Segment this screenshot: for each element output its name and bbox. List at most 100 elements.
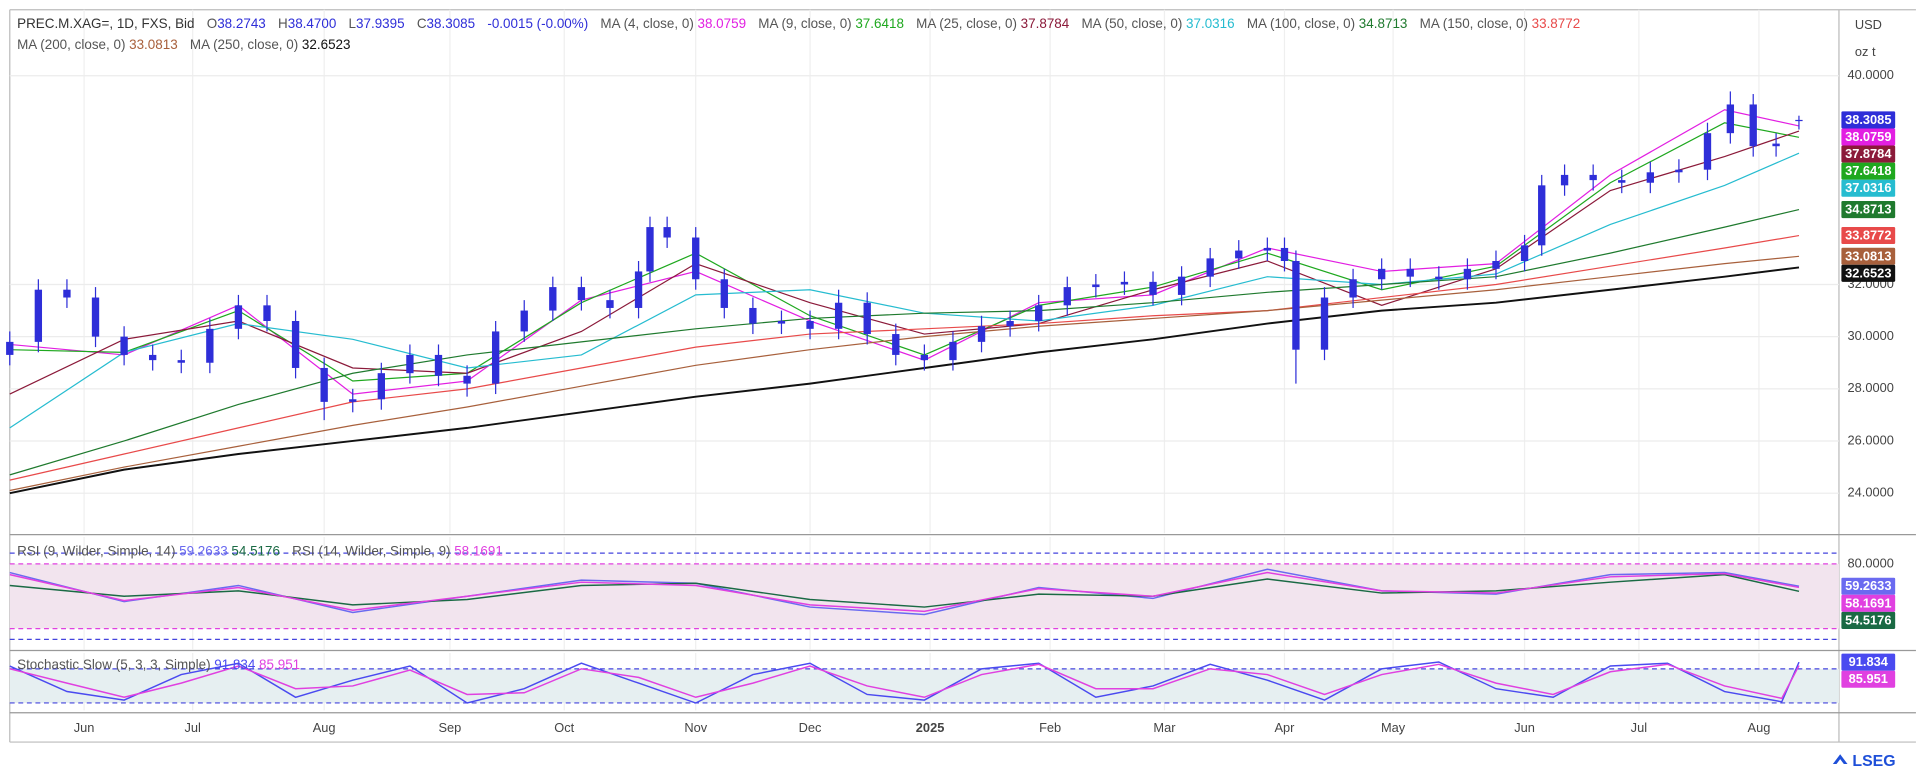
indicator-line xyxy=(9,661,1800,704)
x-tick-label: Feb xyxy=(1039,720,1061,735)
y-tick-label: 26.0000 xyxy=(1848,432,1894,447)
legend-value: 58.1691 xyxy=(454,544,503,559)
candle-body xyxy=(949,341,957,361)
candle-body xyxy=(606,300,614,308)
candle-body xyxy=(749,307,757,324)
legend-name: MA (250, close, 0) xyxy=(189,37,299,53)
legend-item: RSI (14, Wilder, Simple, 9) 58.1691 xyxy=(292,544,503,560)
legend-value: 91.834 xyxy=(214,657,256,673)
ohlc-key: H xyxy=(278,17,288,32)
symbol-title: PREC.M.XAG=, 1D, FXS, Bid xyxy=(17,17,195,32)
x-tick-label: Jul xyxy=(1631,720,1647,735)
x-tick-label: Jun xyxy=(74,720,95,735)
price-badge-label: 33.8772 xyxy=(1845,228,1891,243)
candle-body xyxy=(520,310,528,332)
candle-body xyxy=(1377,268,1386,280)
candle-body xyxy=(463,375,471,384)
candle-body xyxy=(663,227,671,238)
candle-body xyxy=(1149,281,1157,295)
candle-body xyxy=(777,320,786,324)
legend-name: MA (4, close, 0) xyxy=(600,17,694,32)
price-badge-label: 54.5176 xyxy=(1845,612,1891,627)
legend-item: MA (9, close, 0) 37.6418 xyxy=(758,17,904,33)
legend-item: MA (50, close, 0) 37.0316 xyxy=(1081,17,1234,33)
legend-item: MA (25, close, 0) 37.8784 xyxy=(916,17,1069,33)
legend-value: 37.6418 xyxy=(855,17,904,32)
candle-body xyxy=(1406,268,1414,277)
x-tick-label: Jun xyxy=(1514,720,1535,735)
price-badge-label: 32.6523 xyxy=(1845,265,1891,280)
y-tick-label: 40.0000 xyxy=(1848,67,1894,82)
candle-body xyxy=(1538,185,1546,246)
candle-body xyxy=(434,354,443,376)
price-badge xyxy=(1841,162,1896,180)
candle-body xyxy=(1035,305,1043,321)
legend-value: 34.8713 xyxy=(1358,17,1408,32)
legend-value: 59.2633 xyxy=(179,544,228,559)
legend-value: 33.8772 xyxy=(1531,17,1581,32)
legend-value: 85.951 xyxy=(259,657,301,673)
price-badge-label: 37.8784 xyxy=(1845,146,1892,161)
price-badge xyxy=(1841,111,1896,129)
candle-body xyxy=(1263,247,1272,251)
candle-body xyxy=(63,289,71,298)
candles xyxy=(6,91,1803,421)
x-tick-label: Nov xyxy=(684,720,707,735)
legend-name: MA (25, close, 0) xyxy=(916,17,1018,32)
price-badge xyxy=(1841,247,1896,265)
x-tick-label: Aug xyxy=(1748,720,1771,735)
legend-value: 37.0316 xyxy=(1186,17,1235,32)
legend-name: MA (200, close, 0) xyxy=(17,37,126,53)
candle-body xyxy=(863,302,871,335)
candle-body xyxy=(206,328,214,363)
legend-value: 38.0759 xyxy=(697,17,747,32)
candle-body xyxy=(1492,260,1500,269)
candle-body xyxy=(977,326,986,342)
ohlc-value: 38.4700 xyxy=(287,17,337,32)
candle-body xyxy=(634,271,643,308)
legend-item: MA (4, close, 0) 38.0759 xyxy=(600,17,746,33)
ohlc-item: H38.4700 xyxy=(278,17,336,33)
candle-body xyxy=(34,289,43,342)
price-badge xyxy=(1841,201,1896,219)
ohlc-item: O38.2743 xyxy=(207,17,266,33)
price-badge-label: 58.1691 xyxy=(1845,595,1891,610)
level-band xyxy=(9,563,1839,629)
candle-body xyxy=(1749,104,1757,147)
ohlc-value: 37.9395 xyxy=(356,17,405,32)
ohlc-key: L xyxy=(348,17,357,32)
candle-body xyxy=(834,302,843,329)
price-badge xyxy=(1841,264,1896,282)
candle-body xyxy=(177,360,185,363)
legend-name: MA (9, close, 0) xyxy=(758,17,852,32)
candle-body xyxy=(806,320,814,329)
indicator-line xyxy=(9,663,1800,700)
y-tick-label: 24.0000 xyxy=(1848,485,1894,500)
candle-body xyxy=(1618,180,1626,183)
stochastic-legend: Stochastic Slow (5, 3, 3, Simple) 91.834 8… xyxy=(17,658,1483,674)
candle-body xyxy=(234,305,243,329)
candle-body xyxy=(291,320,300,368)
candle-body xyxy=(1177,276,1186,295)
candle-body xyxy=(1520,245,1529,261)
legend-name: MA (100, close, 0) xyxy=(1246,17,1356,32)
candle-body xyxy=(1703,133,1712,170)
y-tick-label: 28.0000 xyxy=(1848,380,1894,395)
price-badge xyxy=(1841,594,1896,612)
candle-body xyxy=(1795,119,1803,122)
legend-name: RSI (9, Wilder, Simple, 14) xyxy=(17,544,176,559)
candle-body xyxy=(549,287,557,311)
x-tick-label: Apr xyxy=(1275,720,1296,735)
candle-body xyxy=(1675,169,1683,173)
candle-body xyxy=(377,373,385,400)
indicator-line xyxy=(9,571,1800,613)
price-badge-label: 91.834 xyxy=(1849,654,1889,669)
candle-body xyxy=(320,367,328,402)
candle-body xyxy=(1772,143,1780,147)
moving-average xyxy=(9,130,1800,395)
candle-body xyxy=(692,237,700,280)
legend-name: RSI (14, Wilder, Simple, 9) xyxy=(292,544,451,559)
price-badge-label: 33.0813 xyxy=(1845,248,1891,263)
